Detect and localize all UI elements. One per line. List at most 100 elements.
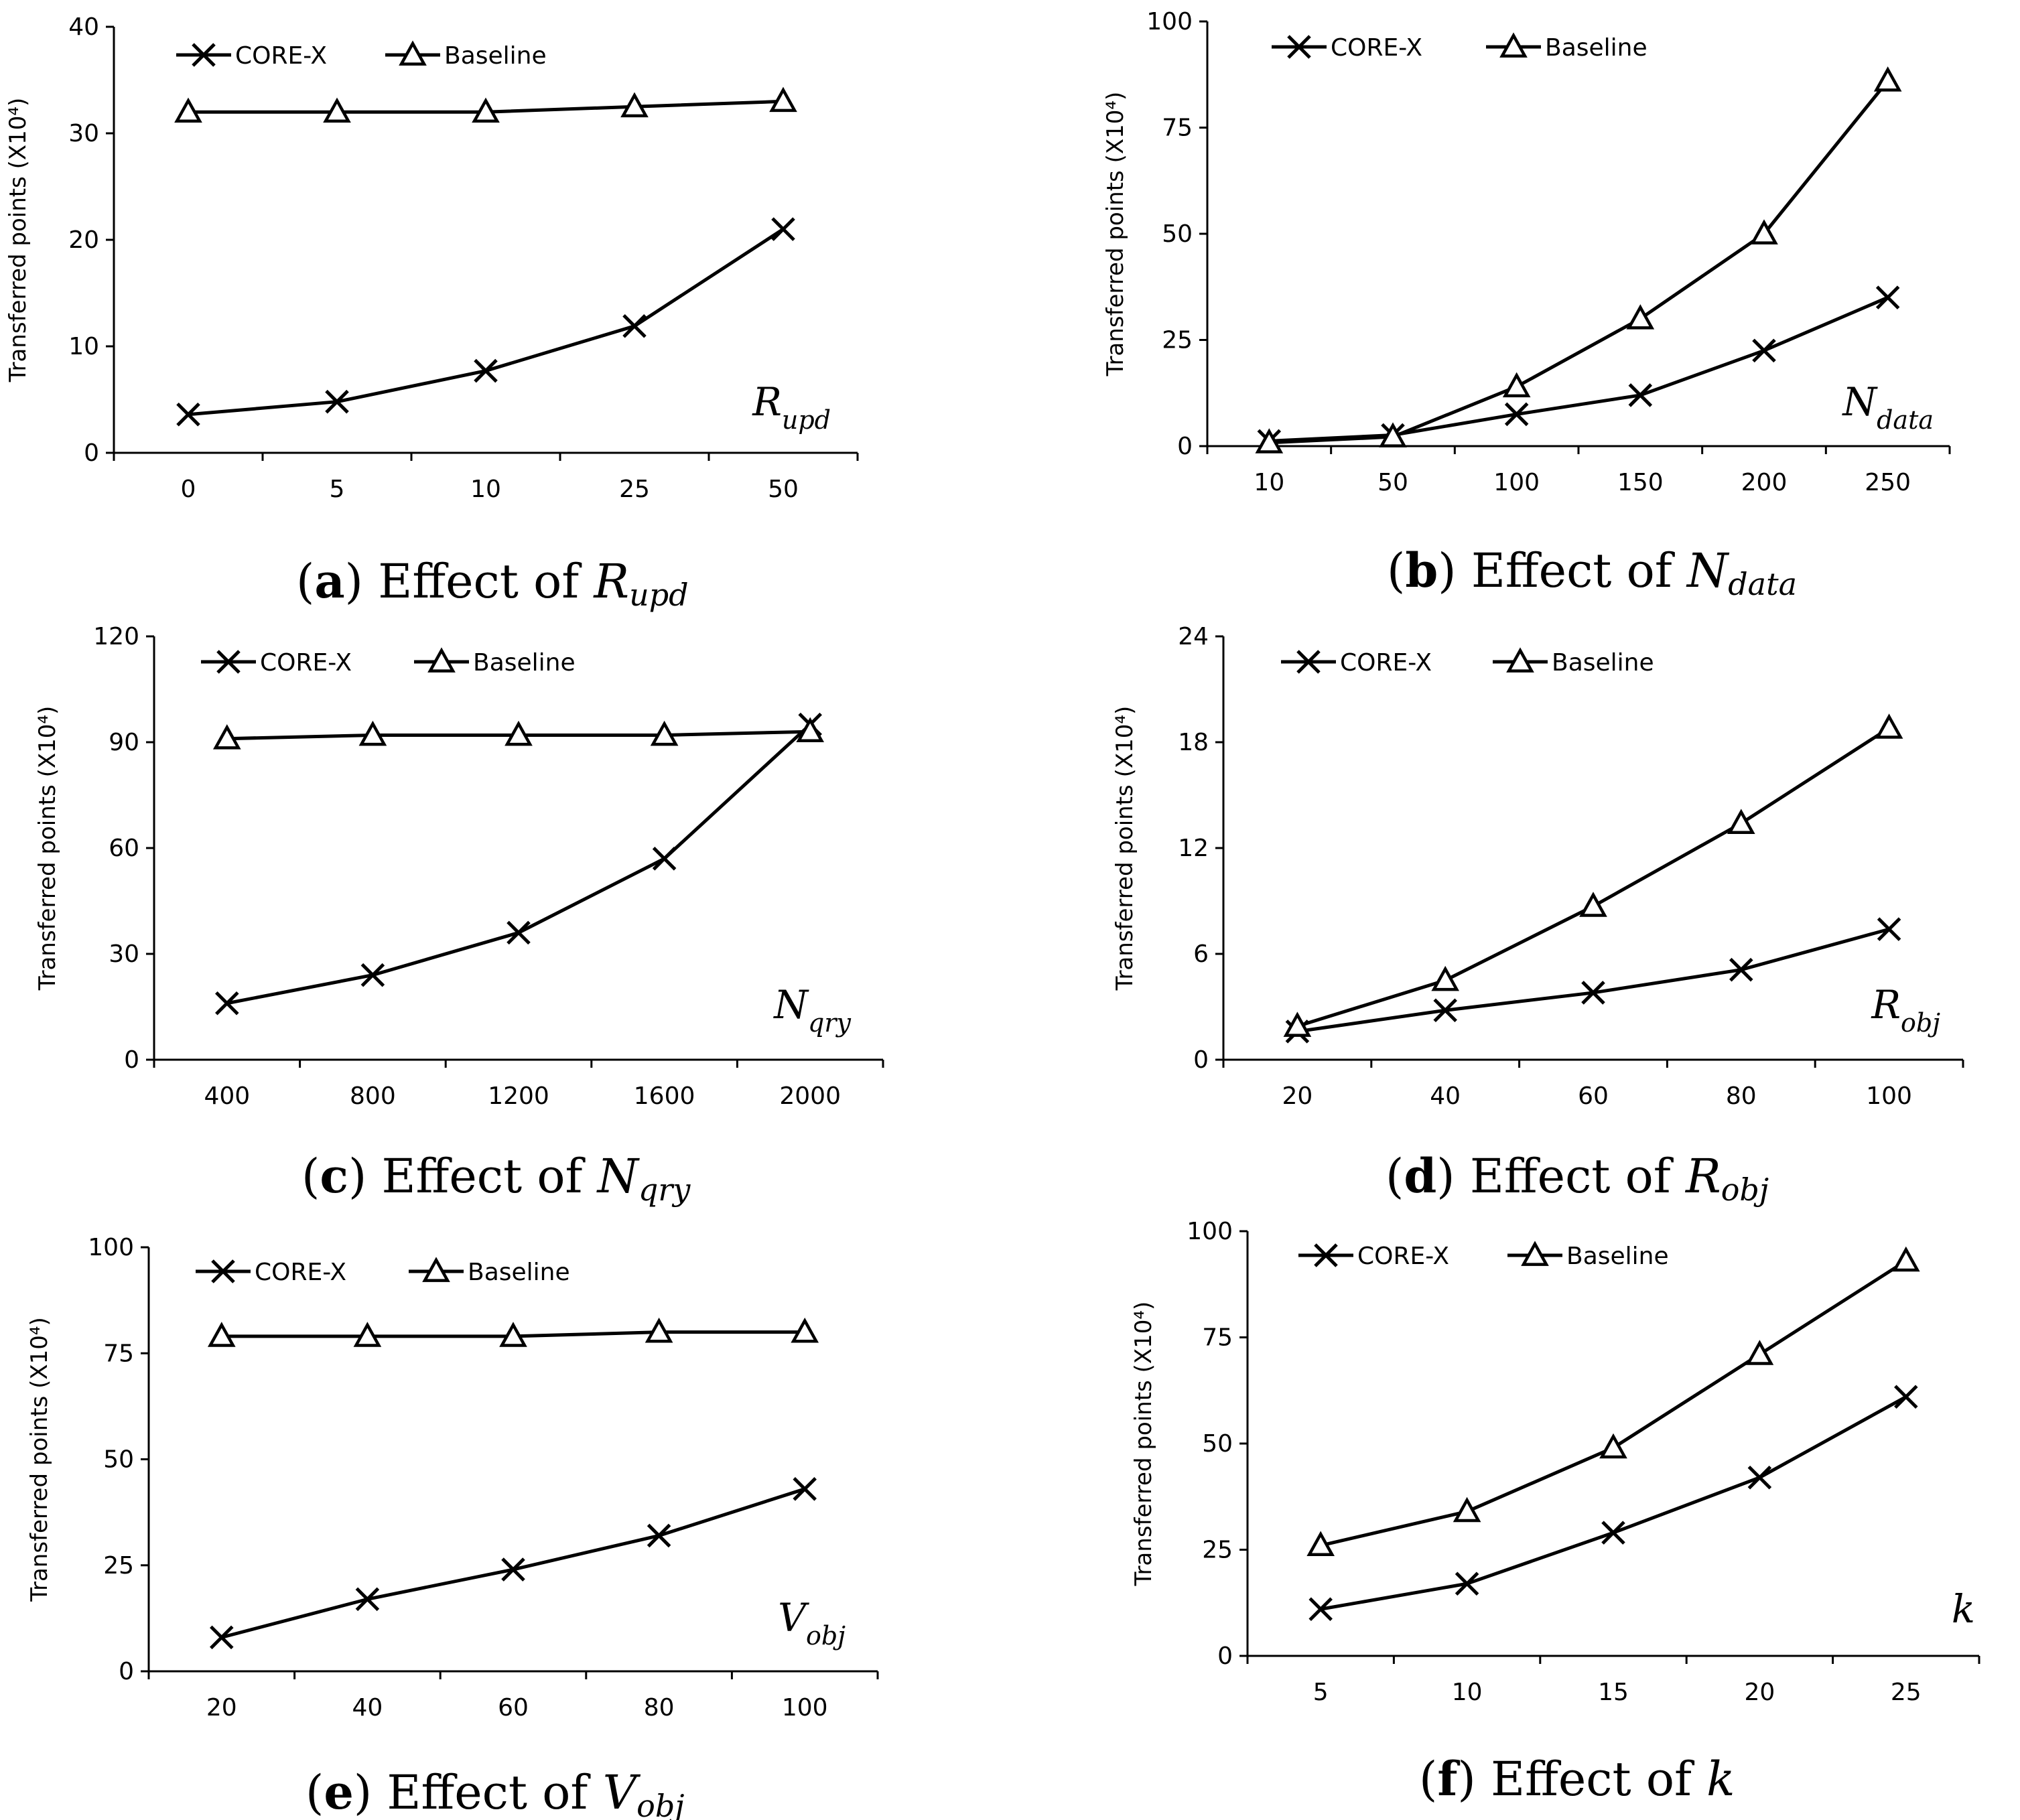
y-tick-label: 50 (1162, 220, 1193, 248)
x-tick-label: 80 (644, 1694, 675, 1722)
panel-caption: (f) Effect of k (1419, 1751, 1735, 1807)
data-point-baseline (620, 92, 649, 118)
data-point-baseline (1502, 372, 1531, 398)
x-tick-label: 150 (1617, 469, 1664, 496)
x-tick-label: 250 (1865, 469, 1911, 496)
legend-marker-x (1314, 1243, 1338, 1267)
y-tick-label: 24 (1178, 623, 1209, 650)
y-tick-label: 50 (103, 1446, 134, 1474)
chart-panel-f: 0 25 50 75 100 5 10 15 20 25 Transferred points (X… (1130, 1218, 1980, 1706)
data-point-core-x (501, 1557, 525, 1582)
data-point-core-x (176, 402, 200, 427)
y-tick-label: 60 (109, 835, 139, 862)
data-point-baseline (1579, 892, 1607, 917)
data-point-core-x (1729, 957, 1753, 982)
legend-label: Baseline (1545, 34, 1647, 62)
data-point-core-x (474, 358, 498, 383)
data-point-baseline (1626, 304, 1655, 330)
data-point-core-x (1504, 402, 1529, 427)
x-tick-label: 60 (1578, 1082, 1609, 1110)
chart-panel-a: 0 10 20 30 40 0 5 10 25 50 Transferred points (X10… (5, 13, 859, 503)
x-tick-label: 100 (1493, 469, 1540, 496)
data-point-baseline (1306, 1531, 1335, 1557)
legend-label: Baseline (468, 1259, 570, 1286)
legend-label: Baseline (1566, 1243, 1669, 1270)
legend-label: Baseline (473, 649, 576, 677)
legend-label: Baseline (1552, 649, 1654, 677)
y-tick-label: 90 (109, 729, 139, 756)
legend-marker-triangle (399, 40, 427, 66)
legend-label: CORE-X (260, 649, 352, 677)
series-line-baseline (1296, 726, 1890, 1028)
data-point-baseline (1379, 422, 1407, 447)
y-tick-label: 0 (84, 439, 99, 467)
y-axis-label: Transferred points (X10⁴) (26, 1317, 53, 1602)
panel-caption: (e) Effect of Vobj (306, 1764, 685, 1820)
data-point-core-x (355, 1587, 380, 1612)
data-point-baseline (358, 720, 387, 746)
chart-panel-e: 0 25 50 75 100 20 40 60 80 100 Transferred points … (26, 1234, 879, 1722)
data-point-core-x (1308, 1597, 1333, 1622)
series-line-core-x (1320, 1395, 1907, 1611)
y-tick-label: 25 (1162, 327, 1193, 354)
series-line-baseline (1320, 1259, 1907, 1547)
y-tick-label: 75 (1202, 1324, 1233, 1352)
x-tick-label: 100 (782, 1694, 828, 1722)
data-point-core-x (1581, 981, 1605, 1005)
y-axis-label: Transferred points (X10⁴) (1112, 706, 1138, 991)
y-tick-label: 0 (1177, 433, 1193, 460)
y-tick-label: 25 (103, 1552, 134, 1580)
x-tick-label: 50 (1377, 469, 1408, 496)
data-point-core-x (215, 991, 239, 1016)
data-point-core-x (1628, 383, 1653, 407)
legend-marker-triangle (1521, 1241, 1549, 1266)
data-point-baseline (1745, 1340, 1774, 1365)
x-tick-label: 15 (1598, 1679, 1629, 1706)
x-tick-label: 60 (498, 1694, 529, 1722)
y-tick-label: 0 (1193, 1046, 1209, 1074)
y-tick-label: 12 (1178, 835, 1209, 862)
y-tick-label: 6 (1193, 940, 1209, 968)
data-point-baseline (1453, 1496, 1481, 1523)
x-tick-label: 50 (768, 476, 799, 503)
legend-label: CORE-X (1340, 649, 1432, 677)
y-axis-label: Transferred points (X10⁴) (1130, 1302, 1157, 1587)
x-axis-param-label: Ndata (1841, 379, 1934, 435)
legend-label: Baseline (444, 42, 547, 70)
data-point-baseline (791, 1317, 819, 1343)
data-point-core-x (1601, 1521, 1625, 1545)
x-tick-label: 5 (330, 476, 345, 503)
data-point-core-x (1894, 1385, 1918, 1409)
x-axis-param-label: k (1952, 1586, 1975, 1632)
data-point-baseline (645, 1317, 673, 1343)
data-point-baseline (1891, 1246, 1920, 1272)
y-axis-label: Transferred points (X10⁴) (34, 706, 61, 991)
data-point-core-x (622, 314, 647, 338)
data-point-baseline (174, 97, 202, 123)
x-tick-label: 80 (1726, 1082, 1757, 1110)
data-point-core-x (647, 1523, 671, 1548)
legend-marker-triangle (427, 647, 456, 673)
x-axis-param-label: Rupd (752, 379, 831, 435)
chart-panel-c: 0 30 60 90 120 400 800 1200 1600 2000 Transferred … (34, 623, 884, 1110)
x-tick-label: 800 (350, 1082, 396, 1110)
legend-marker-x (192, 43, 216, 67)
x-tick-label: 0 (181, 476, 196, 503)
data-point-baseline (1431, 965, 1460, 991)
x-tick-label: 25 (619, 476, 650, 503)
y-tick-label: 100 (1187, 1218, 1233, 1245)
series-line-baseline (1269, 80, 1889, 445)
data-point-baseline (504, 720, 533, 746)
data-point-baseline (212, 724, 241, 750)
y-tick-label: 0 (1217, 1642, 1233, 1670)
panel-caption: (a) Effect of Rupd (296, 553, 689, 613)
data-point-baseline (1875, 713, 1903, 739)
x-tick-label: 10 (470, 476, 501, 503)
x-tick-label: 100 (1866, 1082, 1912, 1110)
data-point-core-x (1747, 1465, 1772, 1490)
data-point-baseline (650, 720, 679, 746)
panel-caption: (d) Effect of Robj (1386, 1148, 1769, 1208)
y-tick-label: 40 (68, 13, 99, 41)
y-axis-label: Transferred points (X10⁴) (5, 98, 31, 383)
